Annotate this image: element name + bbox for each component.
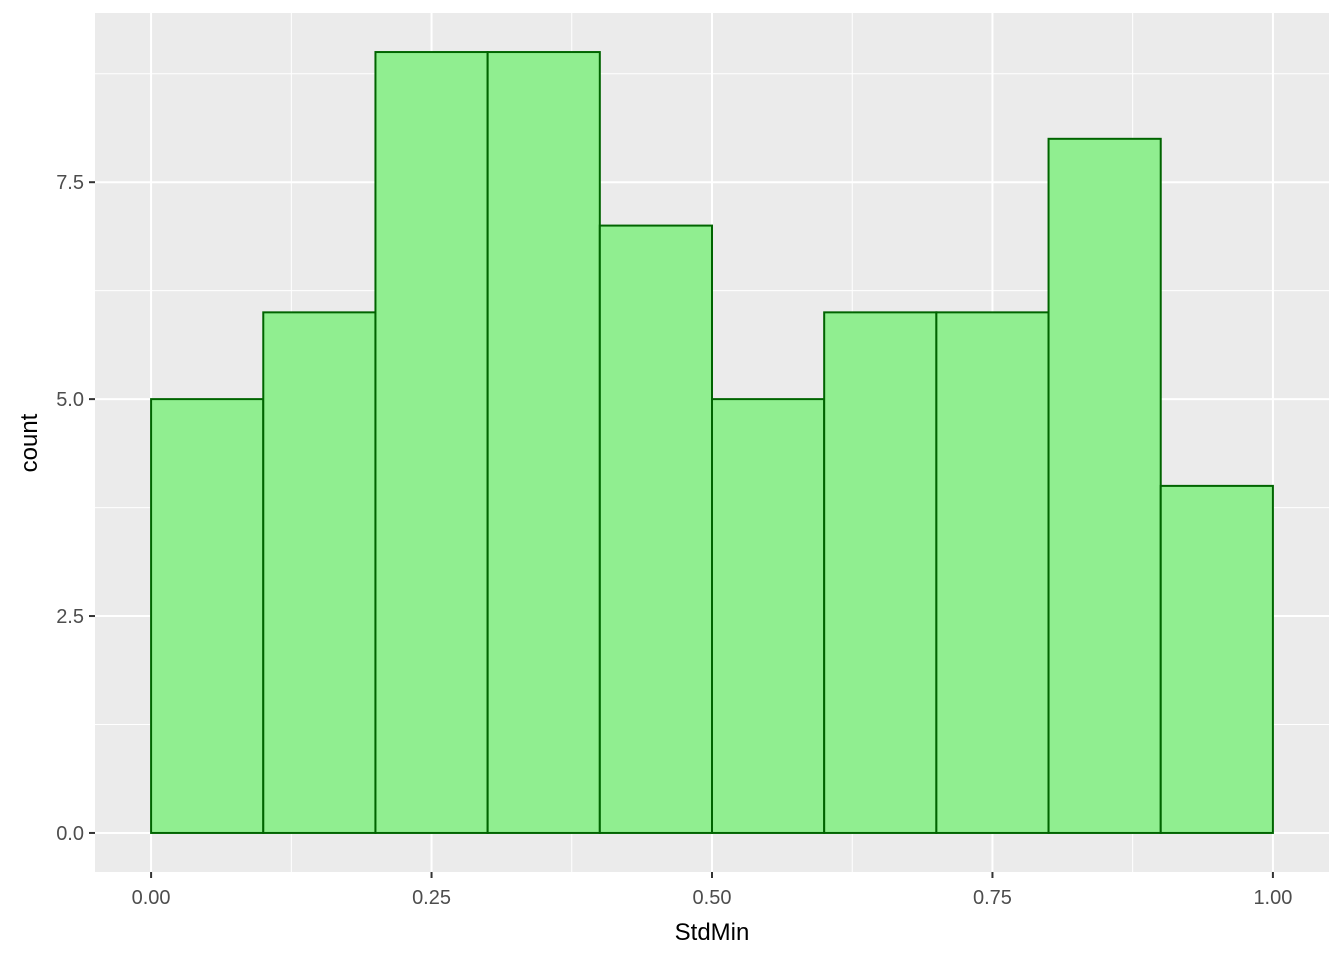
histogram-bar — [711, 398, 826, 834]
histogram-bar — [598, 224, 713, 834]
x-tick-label: 0.50 — [693, 887, 732, 909]
histogram-bar — [486, 51, 601, 834]
histogram-bar — [1047, 137, 1162, 834]
y-tick-label: 7.5 — [56, 172, 84, 194]
y-tick-label: 2.5 — [56, 606, 84, 628]
x-tick-label: 0.25 — [412, 887, 451, 909]
y-axis-title: count — [16, 413, 43, 472]
y-tick-label: 0.0 — [56, 823, 84, 845]
histogram-bar — [150, 398, 265, 834]
x-tick-label: 0.75 — [973, 887, 1012, 909]
y-axis-ticks: 0.0 2.5 5.0 7.5 — [56, 172, 95, 845]
histogram-bar — [262, 311, 377, 834]
y-tick-label: 5.0 — [56, 389, 84, 411]
x-tick-label: 1.00 — [1253, 887, 1292, 909]
histogram-bar — [935, 311, 1050, 834]
histogram-bar — [823, 311, 938, 834]
x-axis-ticks: 0.00 0.25 0.50 0.75 1.00 — [132, 872, 1292, 909]
bars — [150, 51, 1274, 834]
x-tick-label: 0.00 — [132, 887, 171, 909]
histogram-bar — [374, 51, 489, 834]
x-axis-title: StdMin — [675, 919, 750, 946]
histogram-bar — [1159, 484, 1274, 834]
